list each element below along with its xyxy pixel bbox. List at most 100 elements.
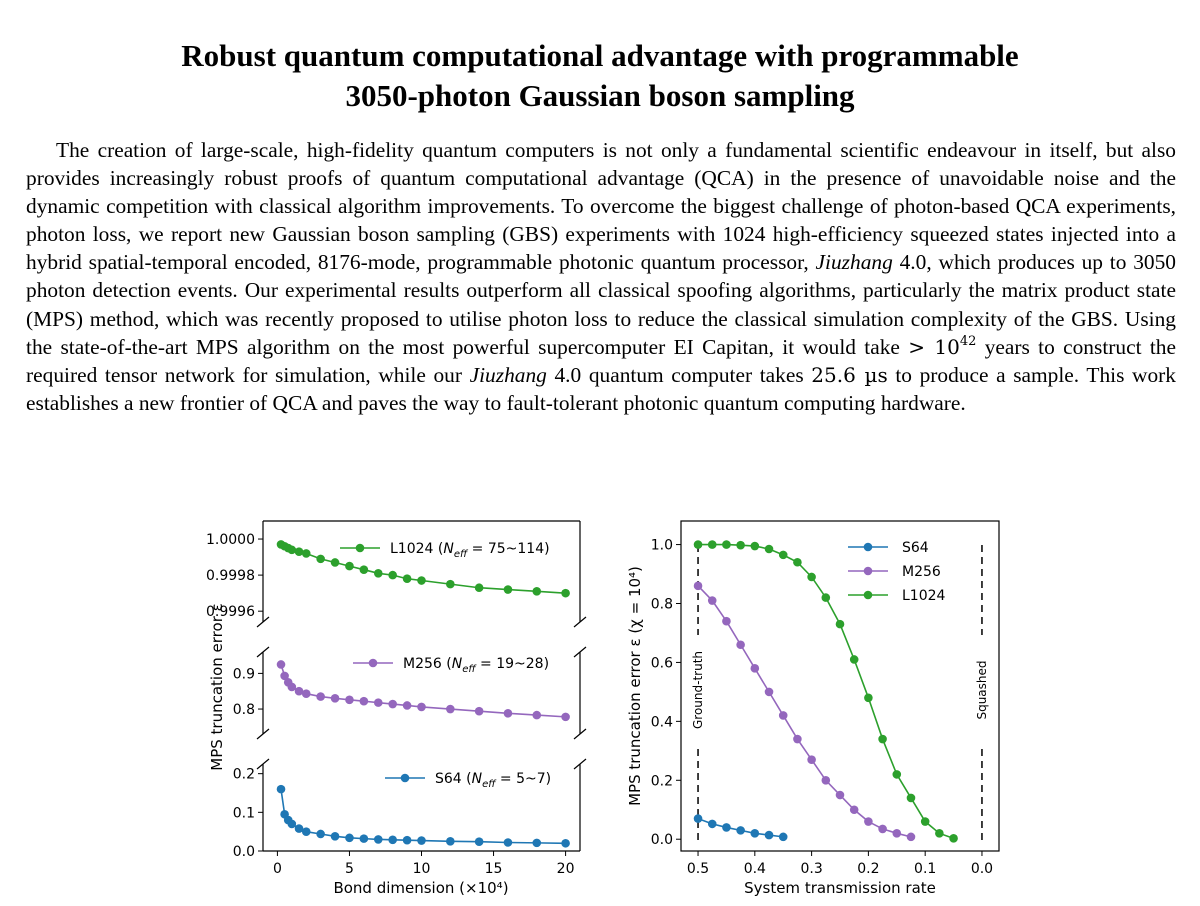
data-point-m256 [417, 702, 426, 712]
data-point-l1024 [532, 587, 542, 596]
left-xlabel-text: Bond dimension (×10⁴) [333, 879, 508, 897]
data-point-l1024 [693, 540, 703, 549]
legend-marker-s64 [400, 773, 410, 783]
data-point-l1024 [503, 585, 513, 594]
data-point-s64 [764, 830, 774, 840]
data-point-m256 [864, 817, 873, 826]
break-mark [573, 758, 587, 770]
axis-break-marks [256, 616, 587, 770]
x-tick-label: 20 [557, 861, 575, 877]
data-point-m256 [906, 832, 916, 842]
break-mark [573, 728, 587, 740]
data-point-l1024 [892, 770, 902, 779]
data-point-s64 [417, 836, 426, 845]
data-point-l1024 [373, 569, 383, 578]
data-point-m256 [707, 596, 717, 605]
left-legends: L1024 (Neff = 75~114) M256 (Neff = 19~28)… [340, 541, 551, 790]
data-point-m256 [474, 706, 484, 716]
data-point-m256 [280, 671, 289, 681]
break-mark [256, 646, 270, 658]
y-tick-label: 0.9996 [206, 604, 255, 620]
legend-label-l1024: L1024 [902, 588, 946, 604]
abstract-s1: The creation of large-scale, high-fideli… [26, 138, 1176, 275]
legend-marker-s64 [863, 542, 873, 552]
data-point-m256 [373, 698, 383, 707]
y-tick-label: 0.8 [233, 702, 255, 718]
left-ticks: 0 5 10 15 20 0.9996 0.9998 1.0000 0.8 0.9 0.0 0.1 0.… [206, 532, 575, 877]
data-point-m256 [835, 790, 845, 800]
sample-time: 25.6 µs [811, 362, 888, 387]
data-point-s64 [402, 835, 412, 845]
x-tick-label: 0.2 [857, 861, 879, 877]
data-point-m256 [287, 682, 297, 692]
title-line-1: Robust quantum computational advantage w… [181, 38, 1019, 73]
x-tick-label: 0.1 [914, 861, 936, 877]
data-point-l1024 [935, 829, 944, 838]
data-point-l1024 [359, 565, 369, 574]
right-vlines: Ground-truth Squashed [690, 545, 990, 845]
break-mark [573, 616, 587, 628]
data-point-m256 [561, 712, 570, 722]
data-point-l1024 [402, 574, 412, 584]
y-tick-label: 0.2 [233, 767, 255, 783]
data-point-s64 [474, 837, 484, 847]
break-mark [573, 646, 587, 658]
data-point-l1024 [561, 588, 570, 598]
legend-label-s64: S64 [902, 540, 929, 556]
jiuzhang-name: Jiuzhang [815, 250, 893, 275]
legend-label-s64: S64 (Neff = 5~7) [435, 771, 551, 790]
y-tick-label: 1.0000 [206, 532, 255, 548]
x-tick-label: 10 [413, 861, 431, 877]
abstract-s4: 4.0 quantum computer takes [554, 362, 804, 387]
right-ticks: 0.5 0.4 0.3 0.2 0.1 0.0 0.0 0.2 0.4 0.6 0.8 1.0 [651, 538, 993, 877]
data-point-l1024 [330, 558, 340, 567]
abstract-s5: to produce a sample. This work establish… [26, 362, 1176, 415]
data-point-l1024 [778, 550, 788, 560]
left-xlabel: Bond dimension (×10⁴) [333, 879, 508, 897]
vline-label-bg [690, 635, 707, 745]
data-point-l1024 [345, 561, 354, 571]
series-line-m256 [697, 585, 912, 838]
data-point-m256 [693, 581, 703, 591]
data-point-m256 [330, 694, 340, 703]
data-point-l1024 [736, 540, 745, 550]
x-tick-label: 15 [485, 861, 503, 877]
data-point-l1024 [807, 572, 816, 582]
data-point-s64 [693, 814, 703, 823]
left-ylabel: MPS truncation error ε [208, 603, 226, 770]
legend-marker-l1024 [355, 543, 365, 553]
data-point-l1024 [764, 544, 774, 554]
data-point-s64 [778, 832, 788, 842]
data-point-s64 [750, 829, 760, 838]
y-tick-label: 0.0 [651, 832, 673, 848]
data-point-m256 [316, 692, 325, 701]
data-point-s64 [359, 834, 369, 843]
data-point-l1024 [878, 734, 887, 744]
data-point-m256 [294, 686, 304, 696]
data-point-l1024 [821, 593, 831, 602]
data-point-s64 [707, 819, 717, 829]
data-point-s64 [388, 835, 397, 845]
data-point-l1024 [949, 834, 958, 843]
data-point-s64 [736, 826, 745, 835]
data-point-m256 [276, 660, 286, 669]
year-bound-exponent: 42 [959, 333, 977, 349]
break-mark [256, 728, 270, 740]
data-point-m256 [764, 687, 774, 697]
abstract-s2: 4.0, which produces up to 3050 photon de… [26, 250, 1176, 359]
data-point-m256 [503, 709, 513, 718]
right-series [693, 540, 958, 843]
vline-label-bg [973, 635, 990, 745]
x-tick-label: 0.3 [800, 861, 822, 877]
data-point-l1024 [864, 693, 873, 703]
data-point-m256 [849, 805, 859, 815]
data-point-l1024 [707, 540, 717, 549]
data-point-l1024 [750, 541, 760, 551]
vline-label-ground-truth: Ground-truth [691, 651, 705, 729]
y-tick-label: 0.1 [233, 805, 255, 821]
data-point-l1024 [316, 554, 325, 564]
data-point-s64 [276, 784, 286, 794]
x-tick-label: 0.5 [687, 861, 709, 877]
y-tick-label: 0.8 [651, 597, 673, 613]
